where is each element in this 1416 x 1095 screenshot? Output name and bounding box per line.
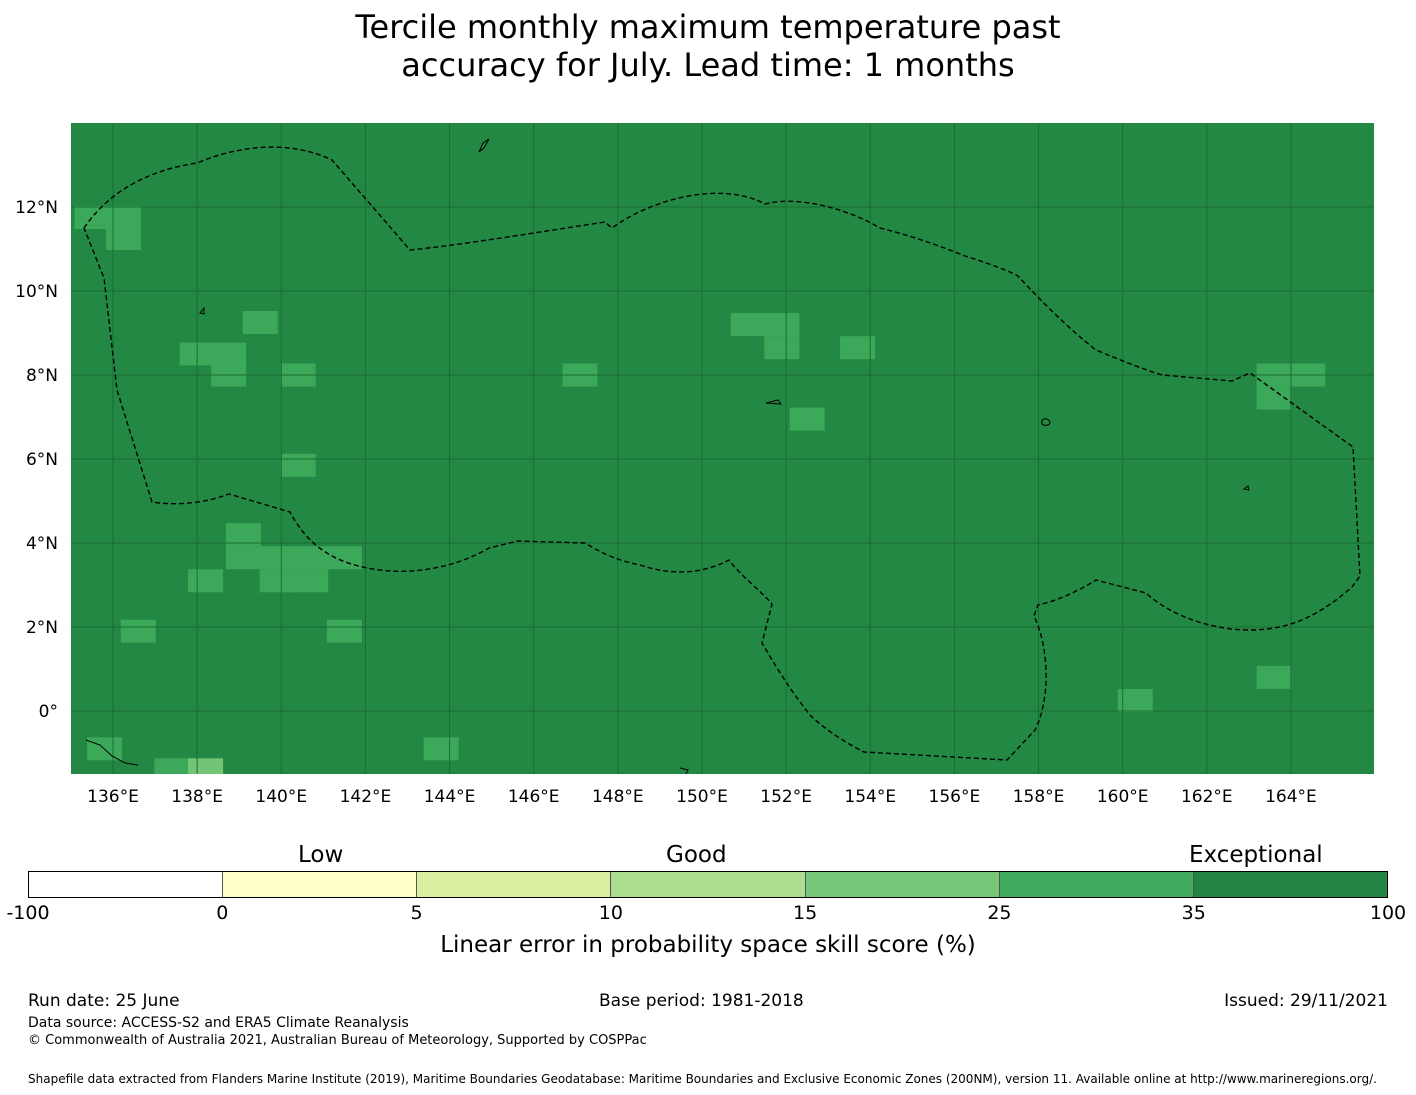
island-outlines [85,138,1250,775]
skill-cell [764,313,800,337]
colorbar-tick-label: 100 [1369,902,1407,924]
skill-cell [225,523,261,547]
longitude-label: 144°E [424,787,476,807]
map-figure: 12°N 10°N 8°N 6°N 4°N 2°N 0° 136°E 138°E 140°E 14… [15,123,1374,807]
latitude-label: 12°N [15,198,58,218]
skill-cell [423,737,459,761]
skill-cell [154,758,190,774]
skill-cell [840,336,876,360]
longitude-label: 148°E [592,787,644,807]
skill-cell [1256,386,1292,410]
longitude-label: 150°E [676,787,728,807]
colorbar-tick-label: 5 [410,902,423,924]
latitude-label: 10°N [15,282,58,302]
colorbar-tick-label: 35 [1181,902,1206,924]
colorbar-segment [805,872,1000,897]
colorbar-tick-label: 25 [987,902,1012,924]
colorbar-segment [611,872,806,897]
chart-title-line-2: accuracy for July. Lead time: 1 months [401,46,1015,84]
latitude-labels: 12°N 10°N 8°N 6°N 4°N 2°N 0° [15,198,58,722]
category-exceptional: Exceptional [1189,842,1323,868]
skill-cell [106,206,142,229]
shapefile-credit: Shapefile data extracted from Flanders M… [28,1072,1377,1086]
skill-cell [293,569,329,593]
longitude-label: 164°E [1265,787,1317,807]
graticule [71,123,1374,774]
latitude-label: 8°N [26,366,58,386]
colorbar-segment [999,872,1194,897]
skill-cell [1117,689,1153,712]
skill-cell [280,453,316,477]
skill-cell [326,619,362,643]
colorbar-segment [417,872,612,897]
colorbar-segment [223,872,418,897]
map-background [71,123,1374,774]
run-date: Run date: 25 June [28,991,180,1011]
colorbar-tick-label: 10 [598,902,623,924]
issued-date: Issued: 29/11/2021 [1224,991,1388,1011]
longitude-label: 152°E [760,787,812,807]
skill-cell [293,546,329,570]
base-period: Base period: 1981-2018 [599,991,804,1011]
skill-cell [259,546,295,570]
colorbar-tick-label: 15 [793,902,818,924]
longitude-label: 154°E [844,787,896,807]
skill-cell [120,619,156,643]
latitude-label: 2°N [26,618,58,638]
category-good: Good [666,842,727,868]
latitude-label: 6°N [26,450,58,470]
colorbar-segment [29,872,224,897]
longitude-label: 160°E [1097,787,1149,807]
latitude-label: 0° [39,702,58,722]
longitude-label: 142°E [340,787,392,807]
skill-cell [326,546,362,570]
colorbar-tick-label: 0 [216,902,229,924]
data-source: Data source: ACCESS-S2 and ERA5 Climate … [28,1015,409,1031]
skill-cell [225,546,261,570]
longitude-label: 146°E [508,787,560,807]
skill-cell [1256,665,1292,689]
colorbar-segment [1193,872,1387,897]
skill-cell [789,407,825,431]
longitude-labels: 136°E 138°E 140°E 142°E 144°E 146°E 148°E 150°E… [87,787,1317,807]
chart-title-line-1: Tercile monthly maximum temperature past [355,8,1061,46]
skill-cell [188,569,224,593]
copyright-notice: © Commonwealth of Australia 2021, Austra… [28,1033,647,1048]
longitude-label: 162°E [1181,787,1233,807]
longitude-label: 136°E [87,787,139,807]
latitude-label: 4°N [26,534,58,554]
skill-cell [764,336,800,360]
longitude-label: 158°E [1013,787,1065,807]
skill-cell [106,227,142,250]
colorbar-tick-label: -100 [6,902,50,924]
skill-cells [74,206,1326,774]
skill-cell [242,311,278,334]
skill-cell-light [188,758,224,774]
skill-cell [211,342,247,366]
longitude-label: 140°E [255,787,307,807]
longitude-label: 156°E [929,787,981,807]
eez-boundary [83,146,1361,761]
skill-cell [259,569,295,593]
skill-cell [74,206,110,229]
longitude-label: 138°E [171,787,223,807]
colorbar [28,871,1388,898]
colorbar-label: Linear error in probability space skill … [440,932,976,958]
category-low: Low [298,842,344,868]
skill-cell [730,313,766,337]
